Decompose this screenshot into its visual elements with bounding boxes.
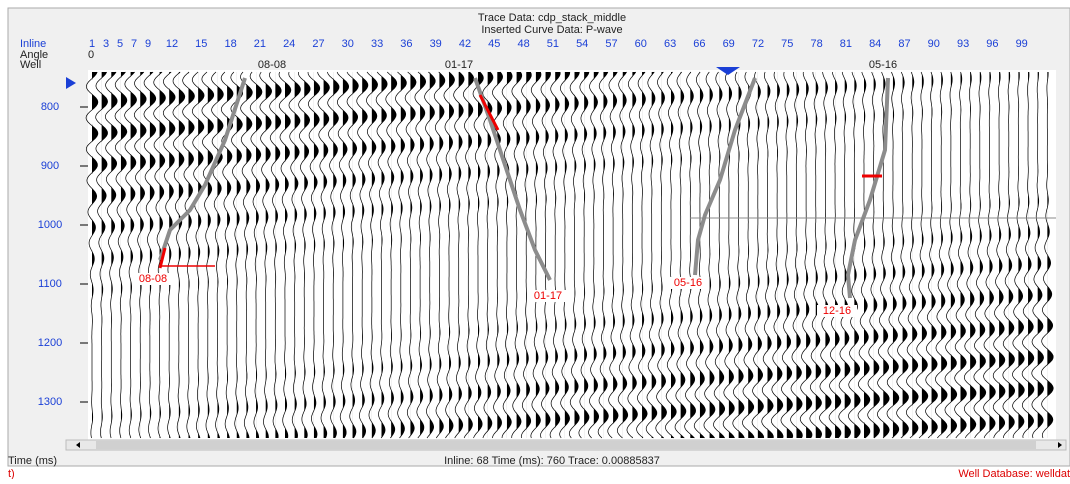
inline-number: 30 [342, 38, 354, 50]
angle-value: 0 [88, 49, 94, 61]
inline-number: 3 [103, 38, 109, 50]
page: Trace Data: cdp_stack_middle Inserted Cu… [0, 0, 1070, 479]
inline-number: 63 [664, 38, 676, 50]
inline-number: 99 [1016, 38, 1028, 50]
well-top-label: 05-16 [869, 59, 897, 71]
well-bottom-label: 08-08 [139, 273, 167, 285]
well-label: Well [20, 59, 41, 71]
inline-number: 66 [693, 38, 705, 50]
inline-number: 12 [166, 38, 178, 50]
inline-number: 51 [547, 38, 559, 50]
time-tick-label: 1300 [38, 396, 62, 408]
inline-number: 87 [898, 38, 910, 50]
inline-number: 39 [430, 38, 442, 50]
inline-number: 78 [810, 38, 822, 50]
scroll-thumb[interactable] [96, 441, 1036, 449]
inline-number: 48 [517, 38, 529, 50]
inline-number: 45 [488, 38, 500, 50]
inline-number: 5 [117, 38, 123, 50]
inline-number: 93 [957, 38, 969, 50]
well-top-label: 08-08 [258, 59, 286, 71]
status-text: Inline: 68 Time (ms): 760 Trace: 0.00885… [444, 455, 660, 467]
well-top-label: 01-17 [445, 59, 473, 71]
well-bottom-label: 01-17 [534, 290, 562, 302]
inline-number: 27 [312, 38, 324, 50]
inline-number: 7 [131, 38, 137, 50]
well-bottom-label: 05-16 [674, 277, 702, 289]
inline-number: 81 [840, 38, 852, 50]
time-tick-label: 1000 [38, 219, 62, 231]
inline-number: 72 [752, 38, 764, 50]
inline-number: 1 [89, 38, 95, 50]
inline-number: 57 [605, 38, 617, 50]
inline-number: 9 [145, 38, 151, 50]
axis-label: Time (ms) [8, 455, 57, 467]
inline-number: 96 [986, 38, 998, 50]
inline-number: 15 [195, 38, 207, 50]
inline-number: 33 [371, 38, 383, 50]
inline-number: 54 [576, 38, 588, 50]
time-tick-label: 1100 [38, 278, 62, 290]
inline-number: 75 [781, 38, 793, 50]
inline-number: 90 [928, 38, 940, 50]
well-bottom-label: 12-16 [823, 305, 851, 317]
header-subtitle: Inserted Curve Data: P-wave [481, 24, 622, 36]
inline-number: 21 [254, 38, 266, 50]
time-tick-label: 800 [41, 101, 59, 113]
time-tick-label: 900 [41, 160, 59, 172]
inline-number: 69 [723, 38, 735, 50]
inline-number: 24 [283, 38, 295, 50]
inline-number: 60 [635, 38, 647, 50]
footer-left: t) [8, 468, 15, 479]
inline-number: 42 [459, 38, 471, 50]
time-tick-label: 1200 [38, 337, 62, 349]
header-title: Trace Data: cdp_stack_middle [478, 12, 626, 24]
inline-number: 18 [224, 38, 236, 50]
inline-number: 84 [869, 38, 881, 50]
seismic-window: Trace Data: cdp_stack_middle Inserted Cu… [0, 0, 1070, 479]
footer-right: Well Database: welldat [958, 468, 1070, 479]
inline-number: 36 [400, 38, 412, 50]
